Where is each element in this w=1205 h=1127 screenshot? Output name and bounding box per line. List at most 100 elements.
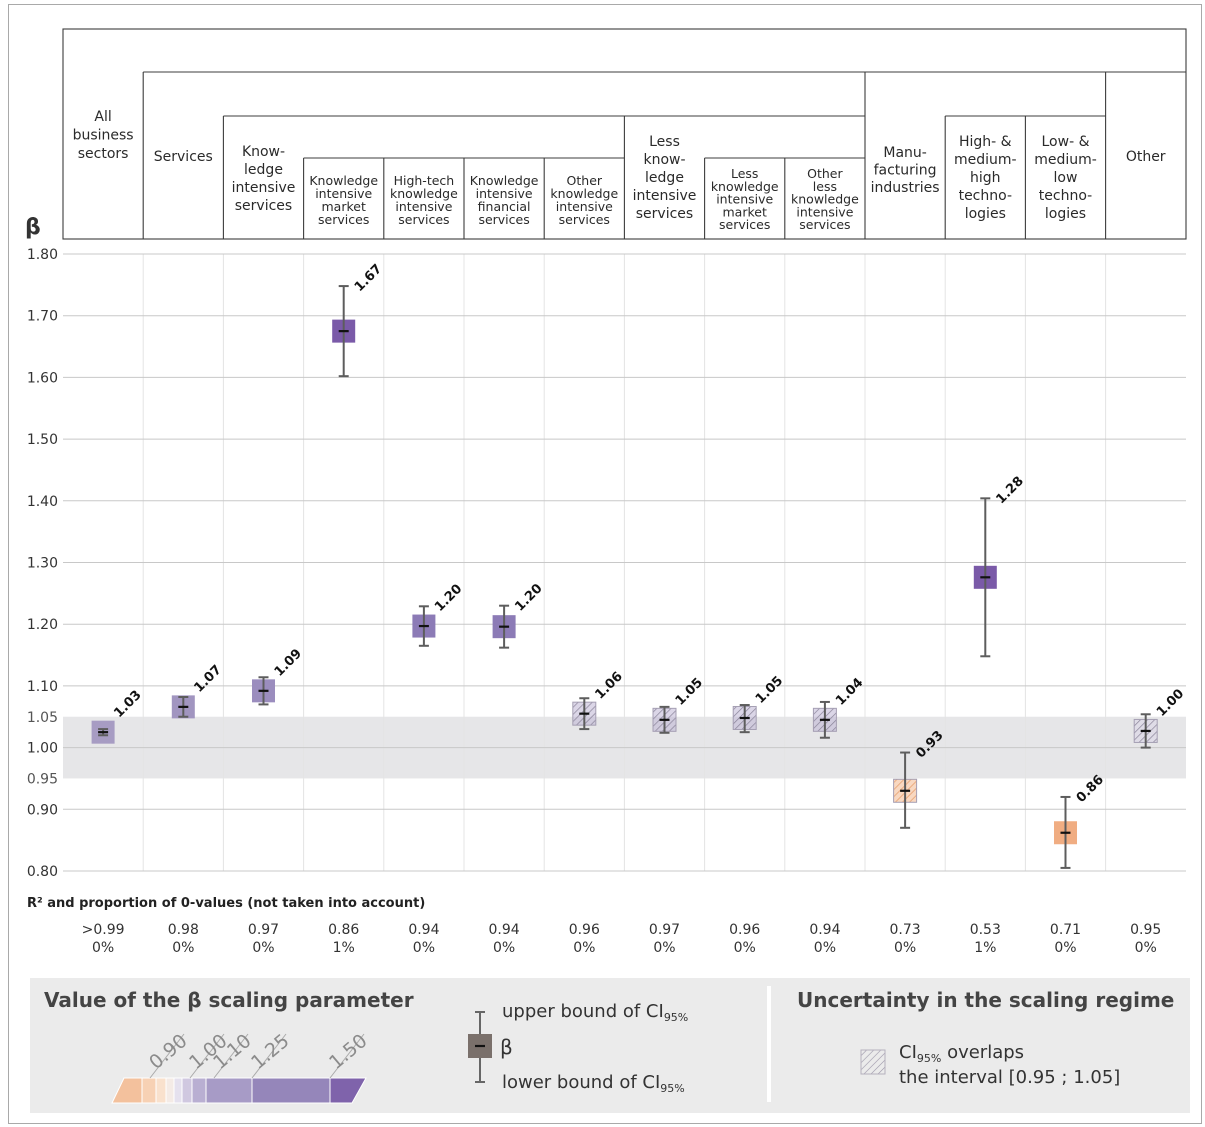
header-hightech: intensive: [395, 199, 452, 214]
zero-value-share: 0%: [1054, 940, 1076, 956]
header-lmlt: low: [1054, 170, 1078, 186]
header-other: Other: [1126, 149, 1166, 165]
beta-value-label: 1.03: [111, 688, 144, 721]
header-financial: intensive: [476, 186, 533, 201]
zero-value-share: 0%: [653, 940, 675, 956]
header-other-lkis: Other: [807, 166, 843, 181]
header-lkis: Less: [649, 134, 680, 150]
header-hmht: logies: [965, 206, 1006, 222]
zero-value-share: 1%: [333, 940, 355, 956]
scale-segment: [141, 1077, 157, 1104]
r2-value: 0.53: [970, 922, 1001, 938]
header-other-kis: knowledge: [550, 186, 618, 201]
plot-area: β 0.80 0.90 0.95 1.00 1.05 1.10 1.20 1.30 1.40 1.5…: [25, 215, 1187, 880]
y-axis-symbol: β: [25, 215, 41, 240]
header-other-kis: Other: [567, 173, 603, 188]
r2-value: 0.97: [649, 922, 680, 938]
zero-value-share: 0%: [573, 940, 595, 956]
header-kis-market: services: [318, 212, 369, 227]
beta-value-label: 1.20: [512, 581, 545, 614]
legend-lower-bound: lower bound of CI95%: [502, 1072, 685, 1095]
y-tick-label: 1.10: [27, 679, 58, 695]
legend-uncertainty-line1: CI95% overlaps: [899, 1042, 1024, 1065]
beta-value-label: 1.20: [432, 582, 465, 615]
header-hightech: knowledge: [390, 186, 458, 201]
header-financial: financial: [478, 199, 531, 214]
r2-value: 0.86: [328, 922, 359, 938]
zero-value-share: 0%: [252, 940, 274, 956]
r2-value: 0.97: [248, 922, 279, 938]
legend-upper-bound: upper bound of CI95%: [502, 1001, 688, 1024]
header-lmlt: techno-: [1039, 188, 1092, 204]
beta-value-label: 1.04: [833, 675, 866, 708]
header-hmht: medium-: [954, 152, 1017, 168]
header-lkis-market: services: [719, 217, 770, 232]
header-lkis-market: intensive: [716, 192, 773, 207]
beta-value-label: 1.05: [753, 674, 786, 707]
beta-value-label: 1.09: [272, 646, 305, 679]
header-manufacturing: Manu-: [883, 145, 926, 161]
header-all-sectors: All: [94, 109, 111, 125]
header-lkis-market: knowledge: [711, 179, 779, 194]
zero-value-share: 0%: [734, 940, 756, 956]
header-other-lkis: intensive: [796, 204, 853, 219]
r2-value: 0.71: [1050, 922, 1081, 938]
header-all-sectors: business: [73, 128, 134, 144]
header-hightech: High-tech: [394, 173, 455, 188]
legend-hatch-swatch: [860, 1049, 886, 1075]
header-services: Services: [154, 149, 213, 165]
header-lmlt: logies: [1045, 206, 1086, 222]
scale-segment: [165, 1077, 175, 1104]
header-lkis: know-: [643, 152, 685, 168]
header-kis: intensive: [232, 180, 296, 196]
header-other-kis: services: [559, 212, 610, 227]
header-lkis-market: Less: [731, 166, 758, 181]
r2-value: 0.96: [569, 922, 600, 938]
beta-value-label: 1.00: [1154, 686, 1187, 719]
y-tick-label: 1.50: [27, 432, 58, 448]
header-other-lkis: less: [813, 179, 837, 194]
y-tick-label: 1.70: [27, 309, 58, 325]
header-manufacturing: industries: [871, 180, 940, 196]
r2-value: 0.73: [890, 922, 921, 938]
y-tick-label: 0.95: [27, 771, 58, 787]
y-tick-label: 1.05: [27, 710, 58, 726]
header-other-lkis: services: [799, 217, 850, 232]
zero-value-share: 0%: [493, 940, 515, 956]
header-other-kis: intensive: [556, 199, 613, 214]
scale-tick-line: [329, 1033, 365, 1079]
beta-value-label: 1.07: [192, 662, 225, 695]
zero-value-share: 0%: [413, 940, 435, 956]
scale-tick-line: [189, 1033, 225, 1079]
header-kis-market: market: [322, 199, 366, 214]
header-hightech: services: [398, 212, 449, 227]
zero-value-share: 0%: [1135, 940, 1157, 956]
r2-value: 0.98: [168, 922, 199, 938]
header-kis-market: Knowledge: [309, 173, 378, 188]
y-tick-label: 1.80: [27, 247, 58, 263]
scale-segment: [251, 1077, 331, 1104]
header-manufacturing: facturing: [874, 163, 937, 179]
header-lmlt: medium-: [1034, 152, 1097, 168]
header-lkis: ledge: [645, 170, 684, 186]
header-all-sectors: sectors: [78, 146, 129, 162]
r2-value: 0.96: [729, 922, 760, 938]
y-tick-label: 0.90: [27, 802, 58, 818]
beta-value-label: 1.28: [994, 474, 1027, 507]
scale-tick-line: [149, 1033, 185, 1079]
r2-title: R² and proportion of 0-values (not taken…: [27, 896, 425, 911]
header-other-lkis: knowledge: [791, 192, 859, 207]
r2-value: >0.99: [82, 922, 125, 938]
zero-value-share: 0%: [172, 940, 194, 956]
header-kis: ledge: [244, 162, 283, 178]
header-hmht: High- &: [959, 134, 1012, 150]
y-tick-label: 1.00: [27, 741, 58, 757]
r2-value: 0.94: [408, 922, 439, 938]
scale-segment: [155, 1077, 167, 1104]
y-tick-label: 1.20: [27, 617, 58, 633]
header-kis: Know-: [242, 144, 285, 160]
scale-tick-line: [251, 1033, 287, 1079]
y-tick-label: 1.60: [27, 370, 58, 386]
legend-uncertainty-line2: the interval [0.95 ; 1.05]: [899, 1067, 1120, 1088]
